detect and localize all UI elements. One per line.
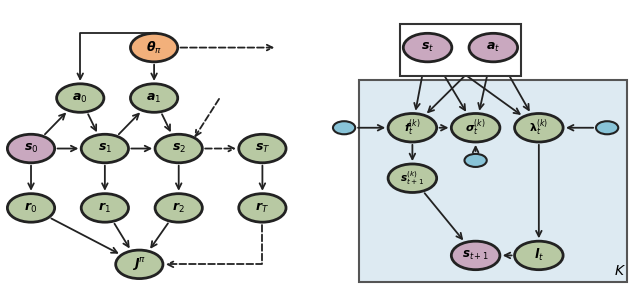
Circle shape [469,33,518,62]
Circle shape [465,154,487,167]
Text: $\boldsymbol{s}_1$: $\boldsymbol{s}_1$ [98,142,112,155]
Text: $\boldsymbol{f}_t^{(k)}$: $\boldsymbol{f}_t^{(k)}$ [404,117,421,138]
Text: $\boldsymbol{r}_0$: $\boldsymbol{r}_0$ [24,201,38,215]
Text: $\boldsymbol{r}_2$: $\boldsymbol{r}_2$ [172,201,185,215]
Text: $\boldsymbol{\sigma}_t^{(k)}$: $\boldsymbol{\sigma}_t^{(k)}$ [465,117,486,138]
Circle shape [451,241,500,270]
Circle shape [116,250,163,278]
Text: $\boldsymbol{s}_2$: $\boldsymbol{s}_2$ [172,142,186,155]
Circle shape [155,194,202,222]
Circle shape [81,134,129,163]
Circle shape [131,33,178,62]
Text: $\boldsymbol{l}_t$: $\boldsymbol{l}_t$ [534,247,544,264]
Bar [400,24,521,76]
Circle shape [8,194,54,222]
Circle shape [388,164,436,192]
Text: $\boldsymbol{s}_T$: $\boldsymbol{s}_T$ [255,142,270,155]
Text: $\boldsymbol{s}_{t+1}^{(k)}$: $\boldsymbol{s}_{t+1}^{(k)}$ [401,169,424,187]
Text: $\boldsymbol{\theta}_\pi$: $\boldsymbol{\theta}_\pi$ [146,39,162,56]
Text: K: K [614,264,623,278]
Circle shape [333,121,355,134]
Circle shape [451,114,500,142]
Text: $\boldsymbol{a}_1$: $\boldsymbol{a}_1$ [147,92,162,105]
Text: $\boldsymbol{r}_T$: $\boldsymbol{r}_T$ [255,201,269,215]
Text: $\boldsymbol{s}_t$: $\boldsymbol{s}_t$ [421,41,434,54]
Text: $\boldsymbol{J}^\pi$: $\boldsymbol{J}^\pi$ [132,256,147,273]
Text: $\boldsymbol{r}_1$: $\boldsymbol{r}_1$ [99,201,111,215]
Circle shape [239,194,286,222]
Circle shape [8,134,54,163]
Circle shape [239,134,286,163]
Text: $\boldsymbol{a}_t$: $\boldsymbol{a}_t$ [486,41,500,54]
Circle shape [515,241,563,270]
Circle shape [515,114,563,142]
Text: $\boldsymbol{s}_{t+1}$: $\boldsymbol{s}_{t+1}$ [462,249,489,262]
Text: $\boldsymbol{\lambda}_t^{(k)}$: $\boldsymbol{\lambda}_t^{(k)}$ [529,117,548,138]
Circle shape [403,33,452,62]
Circle shape [155,134,202,163]
Circle shape [596,121,618,134]
Circle shape [388,114,436,142]
Bar [359,80,627,282]
Circle shape [56,84,104,112]
Text: $\boldsymbol{a}_0$: $\boldsymbol{a}_0$ [72,92,88,105]
Circle shape [131,84,178,112]
Circle shape [81,194,129,222]
Text: $\boldsymbol{s}_0$: $\boldsymbol{s}_0$ [24,142,38,155]
